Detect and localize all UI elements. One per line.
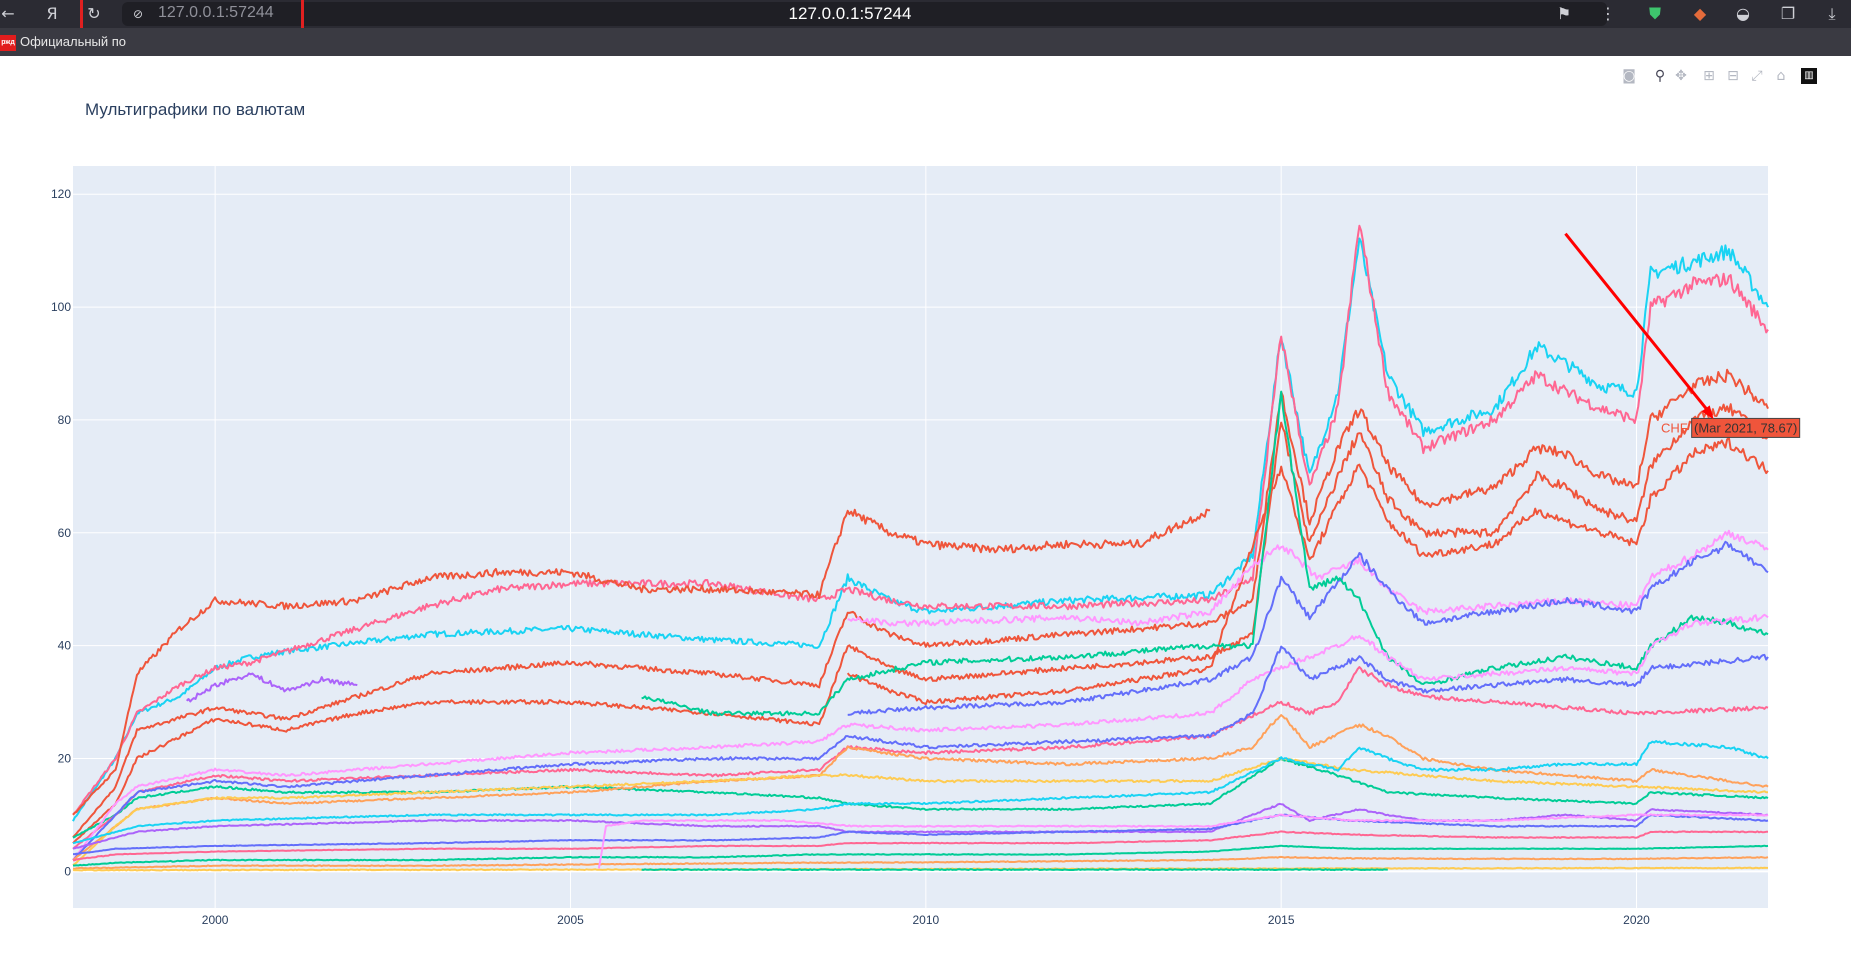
url-text-left[interactable]: 127.0.0.1:57244 [158,4,274,21]
y-tick-label: 40 [58,639,72,653]
y-tick-label: 20 [58,751,72,765]
series-line[interactable] [847,529,1769,627]
series-line[interactable] [641,868,1388,872]
hover-series-name: CHF [1661,420,1688,435]
download-icon[interactable]: ⤓ [1828,4,1836,23]
series-line[interactable] [72,802,1769,850]
zoom-in-icon[interactable]: ⊞ [1703,68,1715,84]
bookmarks-bar [0,28,1851,56]
url-text[interactable]: 127.0.0.1:57244 [788,4,912,23]
series-line[interactable] [847,540,1769,716]
hover-box [1691,417,1801,438]
series-line[interactable] [72,237,1769,822]
browser-toolbar: ← Я ↻ ⊘ 127.0.0.1:57244 127.0.0.1:57244 … [0,0,1851,28]
yandex-icon[interactable]: Я [46,4,58,23]
extension-icon-2[interactable]: ◒ [1736,4,1750,23]
series-line[interactable] [72,757,1769,839]
y-tick-label: 60 [58,526,72,540]
tabs-icon[interactable]: ❐ [1780,4,1796,23]
bookmark-item[interactable]: ржд Официальный по [0,32,126,52]
series-line[interactable] [185,672,358,703]
pan-icon[interactable]: ✥ [1675,68,1687,84]
series-lines [72,224,1769,872]
series-line[interactable] [72,757,1768,867]
plot-area[interactable] [73,166,1768,908]
site-info-icon[interactable]: ⊘ [132,7,144,21]
series-line[interactable] [72,508,1211,816]
chart-title: Мультиграфики по валютам [85,100,306,119]
series-line[interactable] [72,403,1769,844]
series-line[interactable] [72,645,1769,861]
x-tick-label: 2015 [1268,913,1295,927]
plot-modebar: ◙ ⚲ ✥ ⊞ ⊟ ⤢ ⌂ ▥ [1621,68,1851,88]
y-axis-ticks: 0 20 40 60 80 100 120 [51,187,71,878]
y-tick-label: 0 [64,864,71,878]
series-line[interactable] [72,666,1769,850]
x-tick-label: 2000 [202,913,229,927]
series-line[interactable] [73,844,1769,867]
series-line[interactable] [72,714,1769,861]
x-tick-label: 2005 [557,913,584,927]
series-line[interactable] [846,436,1769,706]
x-axis-ticks: 2000 2005 2010 2015 2020 [202,913,1650,927]
menu-icon[interactable]: ⋮ [1600,4,1616,23]
x-tick-label: 2020 [1623,913,1650,927]
y-tick-label: 80 [58,413,72,427]
camera-icon[interactable]: ◙ [1622,68,1636,84]
series-line[interactable] [72,224,1769,816]
rzd-logo-icon: ржд [0,34,16,51]
series-line[interactable] [641,390,1769,717]
grid-lines [73,166,1768,908]
autoscale-icon[interactable]: ⤢ [1751,68,1763,84]
bookmark-icon[interactable]: ⚑ [1556,4,1572,23]
annotation-arrow [1564,232,1713,417]
zoom-icon[interactable]: ⚲ [1654,68,1666,84]
hover-value-label: (Mar 2021, 78.67) [1694,420,1797,435]
bookmark-label: Официальный по [20,34,127,49]
hover-annotation: CHF (Mar 2021, 78.67) [1564,232,1801,438]
series-line[interactable] [597,813,1769,869]
series-line[interactable] [73,830,1768,862]
series-line[interactable] [73,813,1769,856]
address-bar[interactable]: ⊘ [122,2,1607,26]
x-tick-label: 2010 [912,913,939,927]
zoom-out-icon[interactable]: ⊟ [1727,68,1739,84]
plotly-logo-icon[interactable]: ▥ [1801,68,1817,84]
reload-icon[interactable]: ↻ [87,4,101,23]
y-tick-label: 100 [51,300,71,314]
shield-icon[interactable]: ⛊ [1648,4,1661,23]
reset-axes-icon[interactable]: ⌂ [1776,68,1786,84]
series-line[interactable] [72,740,1769,845]
extension-icon[interactable]: ◆ [1693,4,1707,23]
series-line[interactable] [72,866,1768,872]
y-tick-label: 120 [51,187,71,201]
annotation-arrowhead [1701,405,1714,420]
series-line[interactable] [72,613,1769,861]
series-line[interactable] [72,368,1769,838]
series-line[interactable] [72,855,1769,870]
back-icon[interactable]: ← [1,4,15,23]
